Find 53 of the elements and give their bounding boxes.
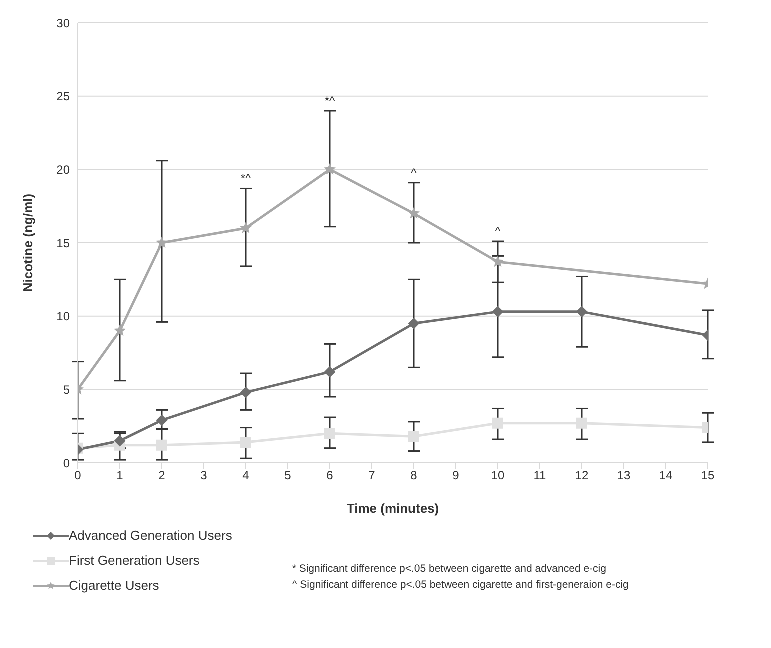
x-tick-label: 1 — [116, 468, 124, 483]
legend-label: Advanced Generation Users — [69, 528, 232, 543]
point — [408, 318, 420, 330]
annotation: *^ — [240, 172, 252, 186]
point — [156, 414, 168, 426]
x-tick-label: 5 — [284, 468, 292, 483]
text: * Significant difference p<.05 between cigarette and advanced e-cig — [292, 562, 608, 577]
point — [324, 164, 336, 174]
annotation: *^ — [324, 94, 336, 108]
point — [576, 418, 588, 429]
text: ^ Significant difference p<.05 between cigarette and first-generaion e-cig — [292, 578, 629, 593]
x-tick-label: 6 — [326, 468, 334, 483]
x-tick-label: 0 — [74, 468, 82, 483]
x-tick-label: 15 — [701, 468, 715, 483]
x-tick-label: 12 — [575, 468, 589, 483]
y-tick-label: 20 — [56, 162, 70, 177]
x-tick-label: 8 — [410, 468, 418, 483]
point — [240, 222, 252, 233]
point — [408, 208, 420, 218]
x-tick-label: 3 — [200, 468, 208, 483]
point — [576, 306, 588, 318]
x-tick-label: 11 — [534, 468, 547, 483]
x-tick-label: 9 — [452, 468, 460, 483]
point — [492, 306, 504, 318]
x-tick-label: 7 — [368, 468, 376, 483]
y-tick-label: 25 — [56, 90, 70, 104]
x-tick-label: 13 — [617, 468, 631, 483]
point — [156, 238, 168, 248]
point — [114, 436, 126, 446]
y-axis-title: Nicotine (ng/ml) — [20, 194, 36, 292]
point — [324, 366, 336, 378]
y-tick-label: 10 — [56, 310, 70, 324]
point — [324, 428, 336, 440]
annotation: ^ — [411, 166, 418, 180]
x-tick-label: 2 — [158, 468, 166, 483]
y-tick-label: 0 — [63, 456, 70, 470]
x-axis-title: Time (minutes) — [346, 501, 440, 516]
annotation: ^ — [495, 224, 502, 239]
point — [240, 387, 252, 398]
x-tick-label: 4 — [242, 468, 250, 483]
point — [492, 256, 504, 267]
point — [156, 440, 168, 451]
point — [408, 431, 420, 442]
legend-label: Cigarette Users — [69, 578, 160, 593]
x-tick-label: 10 — [491, 468, 505, 483]
y-tick-label: 15 — [56, 236, 70, 250]
point — [492, 418, 504, 429]
y-tick-label: 30 — [56, 16, 70, 30]
point — [240, 436, 252, 448]
x-tick-label: 14 — [659, 468, 673, 483]
legend-label: First Generation Users — [69, 553, 200, 568]
point — [114, 326, 126, 336]
y-tick-label: 5 — [63, 382, 70, 397]
